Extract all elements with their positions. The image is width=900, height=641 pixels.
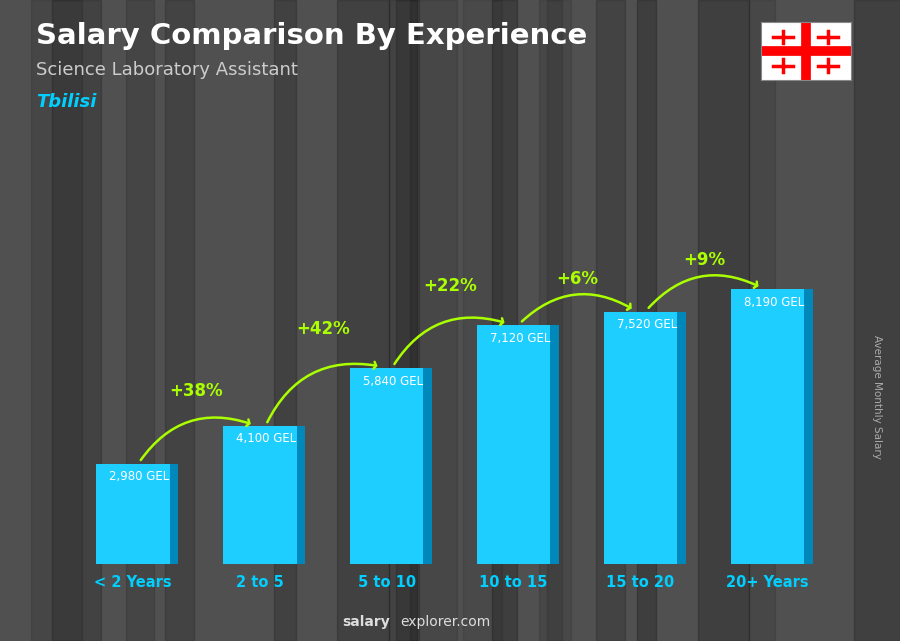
Text: +22%: +22% bbox=[423, 277, 477, 295]
Bar bbox=[463, 0, 502, 641]
Bar bbox=[52, 0, 102, 641]
Text: 7,120 GEL: 7,120 GEL bbox=[490, 332, 550, 345]
Text: +42%: +42% bbox=[296, 320, 350, 338]
Bar bbox=[547, 0, 571, 641]
Text: Tbilisi: Tbilisi bbox=[36, 93, 96, 111]
Bar bbox=[338, 0, 390, 641]
Text: 2,980 GEL: 2,980 GEL bbox=[109, 470, 169, 483]
Bar bbox=[31, 0, 82, 641]
Text: 4,100 GEL: 4,100 GEL bbox=[236, 433, 296, 445]
Text: 8,190 GEL: 8,190 GEL bbox=[743, 296, 804, 309]
Bar bbox=[854, 0, 900, 641]
Text: 5,840 GEL: 5,840 GEL bbox=[363, 375, 423, 388]
Bar bbox=[749, 0, 775, 641]
Bar bbox=[165, 0, 194, 641]
Bar bbox=[539, 0, 562, 641]
Bar bbox=[597, 0, 626, 641]
Polygon shape bbox=[169, 464, 178, 564]
Text: explorer.com: explorer.com bbox=[400, 615, 490, 629]
Text: Average Monthly Salary: Average Monthly Salary bbox=[872, 335, 883, 460]
Bar bbox=[492, 0, 517, 641]
Text: +9%: +9% bbox=[683, 251, 724, 269]
Bar bbox=[410, 0, 456, 641]
Text: +38%: +38% bbox=[169, 381, 223, 399]
Polygon shape bbox=[804, 289, 813, 564]
Bar bbox=[125, 0, 154, 641]
Bar bbox=[731, 289, 804, 564]
Text: Salary Comparison By Experience: Salary Comparison By Experience bbox=[36, 22, 587, 51]
Polygon shape bbox=[296, 426, 305, 564]
Text: Science Laboratory Assistant: Science Laboratory Assistant bbox=[36, 61, 298, 79]
Bar bbox=[698, 0, 750, 641]
Bar bbox=[274, 0, 296, 641]
Bar bbox=[396, 0, 418, 641]
Text: 7,520 GEL: 7,520 GEL bbox=[616, 319, 677, 331]
Text: salary: salary bbox=[342, 615, 390, 629]
Bar bbox=[223, 426, 296, 564]
Polygon shape bbox=[677, 312, 686, 564]
Bar bbox=[637, 0, 656, 641]
Bar bbox=[389, 0, 418, 641]
Bar bbox=[604, 312, 677, 564]
Bar bbox=[96, 464, 169, 564]
Bar bbox=[350, 368, 423, 564]
Polygon shape bbox=[423, 368, 432, 564]
Polygon shape bbox=[550, 325, 559, 564]
Text: +6%: +6% bbox=[556, 270, 598, 288]
Bar bbox=[477, 325, 550, 564]
